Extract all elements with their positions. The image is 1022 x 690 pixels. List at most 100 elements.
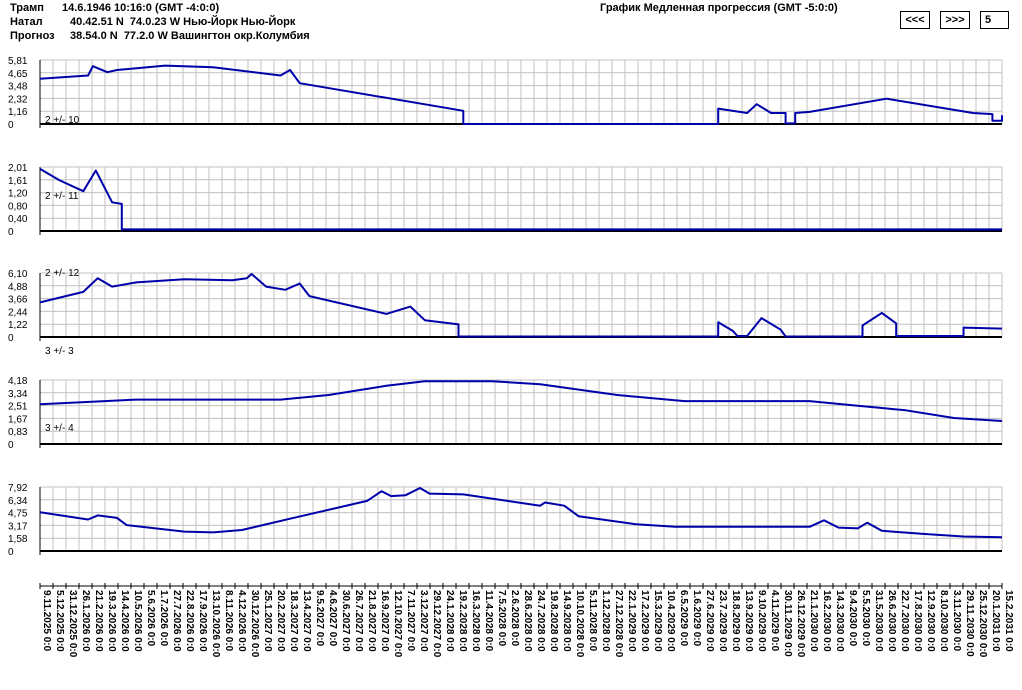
aspect-label: 2 +/- 11 xyxy=(45,191,79,202)
series-line xyxy=(39,64,1003,125)
y-tick-label: 4,65 xyxy=(8,69,28,80)
x-date-label: 14.9.2028 0:0 xyxy=(561,590,572,652)
x-date-label: 21.8.2027 0:0 xyxy=(366,590,377,652)
x-date-label: 19.2.2028 0:0 xyxy=(457,590,468,652)
graph-title: График Медленная прогрессия (GMT -5:0:0) xyxy=(600,2,838,14)
x-date-label: 22.1.2029 0:0 xyxy=(626,590,637,652)
x-date-label: 9.5.2027 0:0 xyxy=(314,590,325,647)
x-date-label: 6.5.2029 0:0 xyxy=(678,590,689,647)
x-date-label: 17.2.2029 0:0 xyxy=(639,590,650,652)
y-tick-label: 1,20 xyxy=(8,189,28,200)
x-date-label: 3.11.2030 0:0 xyxy=(951,590,962,652)
y-tick-label: 3,17 xyxy=(8,521,28,532)
x-date-label: 13.4.2027 0:0 xyxy=(301,590,312,652)
x-date-label: 21.2.2026 0:0 xyxy=(93,590,104,652)
x-date-label: 12.10.2027 0:0 xyxy=(392,590,403,658)
x-date-label: 9.10.2029 0:0 xyxy=(756,590,767,652)
y-tick-label: 2,32 xyxy=(8,94,28,105)
x-date-label: 4.12.2026 0:0 xyxy=(236,590,247,652)
x-date-label: 30.6.2027 0:0 xyxy=(340,590,351,652)
x-date-label: 16.9.2027 0:0 xyxy=(379,590,390,652)
y-tick-label: 0 xyxy=(8,547,14,558)
x-date-label: 11.4.2028 0:0 xyxy=(483,590,494,652)
y-tick-label: 7,92 xyxy=(8,483,28,494)
x-date-label: 1.12.2028 0:0 xyxy=(600,590,611,652)
aspect-label: 3 +/- 4 xyxy=(45,423,74,434)
y-tick-label: 1,67 xyxy=(8,414,28,425)
y-tick-label: 5,81 xyxy=(8,56,28,67)
x-date-label: 20.1.2031 0:0 xyxy=(990,590,1001,652)
y-tick-label: 2,44 xyxy=(8,307,28,318)
x-date-label: 9.11.2025 0:0 xyxy=(41,590,52,652)
x-date-label: 14.4.2026 0:0 xyxy=(119,590,130,652)
series-line xyxy=(39,273,1003,338)
x-date-label: 27.12.2028 0:0 xyxy=(613,590,624,658)
x-date-label: 8.10.2030 0:0 xyxy=(938,590,949,652)
x-date-label: 29.12.2027 0:0 xyxy=(431,590,442,658)
x-date-label: 21.1.2030 0:0 xyxy=(808,590,819,652)
natal-label: Натал xyxy=(10,16,43,28)
x-date-label: 18.8.2029 0:0 xyxy=(730,590,741,652)
series-line xyxy=(39,168,1002,231)
y-tick-label: 1,22 xyxy=(8,320,28,331)
x-date-label: 3.12.2027 0:0 xyxy=(418,590,429,652)
y-tick-label: 0 xyxy=(8,120,14,131)
next-page-button[interactable]: >>> xyxy=(940,11,970,29)
x-date-label: 8.11.2026 0:0 xyxy=(223,590,234,652)
x-date-label: 19.8.2028 0:0 xyxy=(548,590,559,652)
x-date-label: 13.9.2029 0:0 xyxy=(743,590,754,652)
x-date-label: 31.5.2030 0:0 xyxy=(873,590,884,652)
x-date-label: 31.12.2025 0:0 xyxy=(67,590,78,658)
y-tick-label: 2,51 xyxy=(8,402,28,413)
series-line xyxy=(39,380,1003,422)
y-tick-label: 0 xyxy=(8,440,14,451)
x-date-label: 28.6.2028 0:0 xyxy=(522,590,533,652)
x-date-label: 16.3.2028 0:0 xyxy=(470,590,481,652)
x-date-label: 26.7.2027 0:0 xyxy=(353,590,364,652)
x-date-label: 1.6.2029 0:0 xyxy=(691,590,702,647)
y-tick-label: 2,01 xyxy=(8,163,28,174)
x-date-label: 27.7.2026 0:0 xyxy=(171,590,182,652)
x-date-label: 19.3.2026 0:0 xyxy=(106,590,117,652)
y-tick-label: 4,18 xyxy=(8,376,28,387)
x-date-label: 4.6.2027 0:0 xyxy=(327,590,338,647)
x-date-label: 2.6.2028 0:0 xyxy=(509,590,520,647)
x-date-label: 1.7.2026 0:0 xyxy=(158,590,169,647)
y-tick-label: 1,61 xyxy=(8,176,28,187)
x-date-label: 24.7.2028 0:0 xyxy=(535,590,546,652)
page-number-field[interactable]: 5 xyxy=(980,11,1009,29)
y-tick-label: 4,75 xyxy=(8,509,28,520)
x-date-label: 18.3.2027 0:0 xyxy=(288,590,299,652)
x-date-label: 30.11.2029 0:0 xyxy=(782,590,793,657)
x-date-label: 16.2.2030 0:0 xyxy=(821,590,832,652)
aspect-label: 2 +/- 10 xyxy=(45,115,80,126)
x-date-label: 30.12.2026 0:0 xyxy=(249,590,260,658)
x-date-label: 17.8.2030 0:0 xyxy=(912,590,923,652)
x-date-label: 5.6.2026 0:0 xyxy=(145,590,156,647)
y-tick-label: 0 xyxy=(8,333,14,344)
forecast-label: Прогноз xyxy=(10,30,55,42)
y-tick-label: 3,48 xyxy=(8,82,28,93)
y-tick-label: 6,34 xyxy=(8,496,28,507)
series-line xyxy=(39,487,1003,539)
x-date-label: 7.5.2028 0:0 xyxy=(496,590,507,647)
transit-value: 14.6.1946 10:16:0 (GMT -4:0:0) xyxy=(62,2,220,14)
prev-page-button[interactable]: <<< xyxy=(900,11,930,29)
x-date-label: 10.4.2029 0:0 xyxy=(665,590,676,652)
y-tick-label: 1,16 xyxy=(8,107,28,118)
x-date-label: 5.11.2028 0:0 xyxy=(587,590,598,652)
transit-label: Трамп xyxy=(10,2,44,14)
x-date-label: 10.10.2028 0:0 xyxy=(574,590,585,658)
y-tick-label: 0 xyxy=(8,227,14,238)
x-date-label: 26.1.2026 0:0 xyxy=(80,590,91,652)
x-date-label: 25.1.2027 0:0 xyxy=(262,590,273,652)
y-tick-label: 1,58 xyxy=(8,534,28,545)
y-tick-label: 6,10 xyxy=(8,269,28,280)
chart-info-header: Трамп 14.6.1946 10:16:0 (GMT -4:0:0) Нат… xyxy=(10,2,570,46)
x-date-label: 4.11.2029 0:0 xyxy=(769,590,780,652)
x-date-label: 9.4.2030 0:0 xyxy=(847,590,858,647)
x-date-label: 15.2.2031 0:0 xyxy=(1003,590,1014,652)
x-date-label: 15.3.2029 0:0 xyxy=(652,590,663,652)
x-date-label: 26.6.2030 0:0 xyxy=(886,590,897,652)
